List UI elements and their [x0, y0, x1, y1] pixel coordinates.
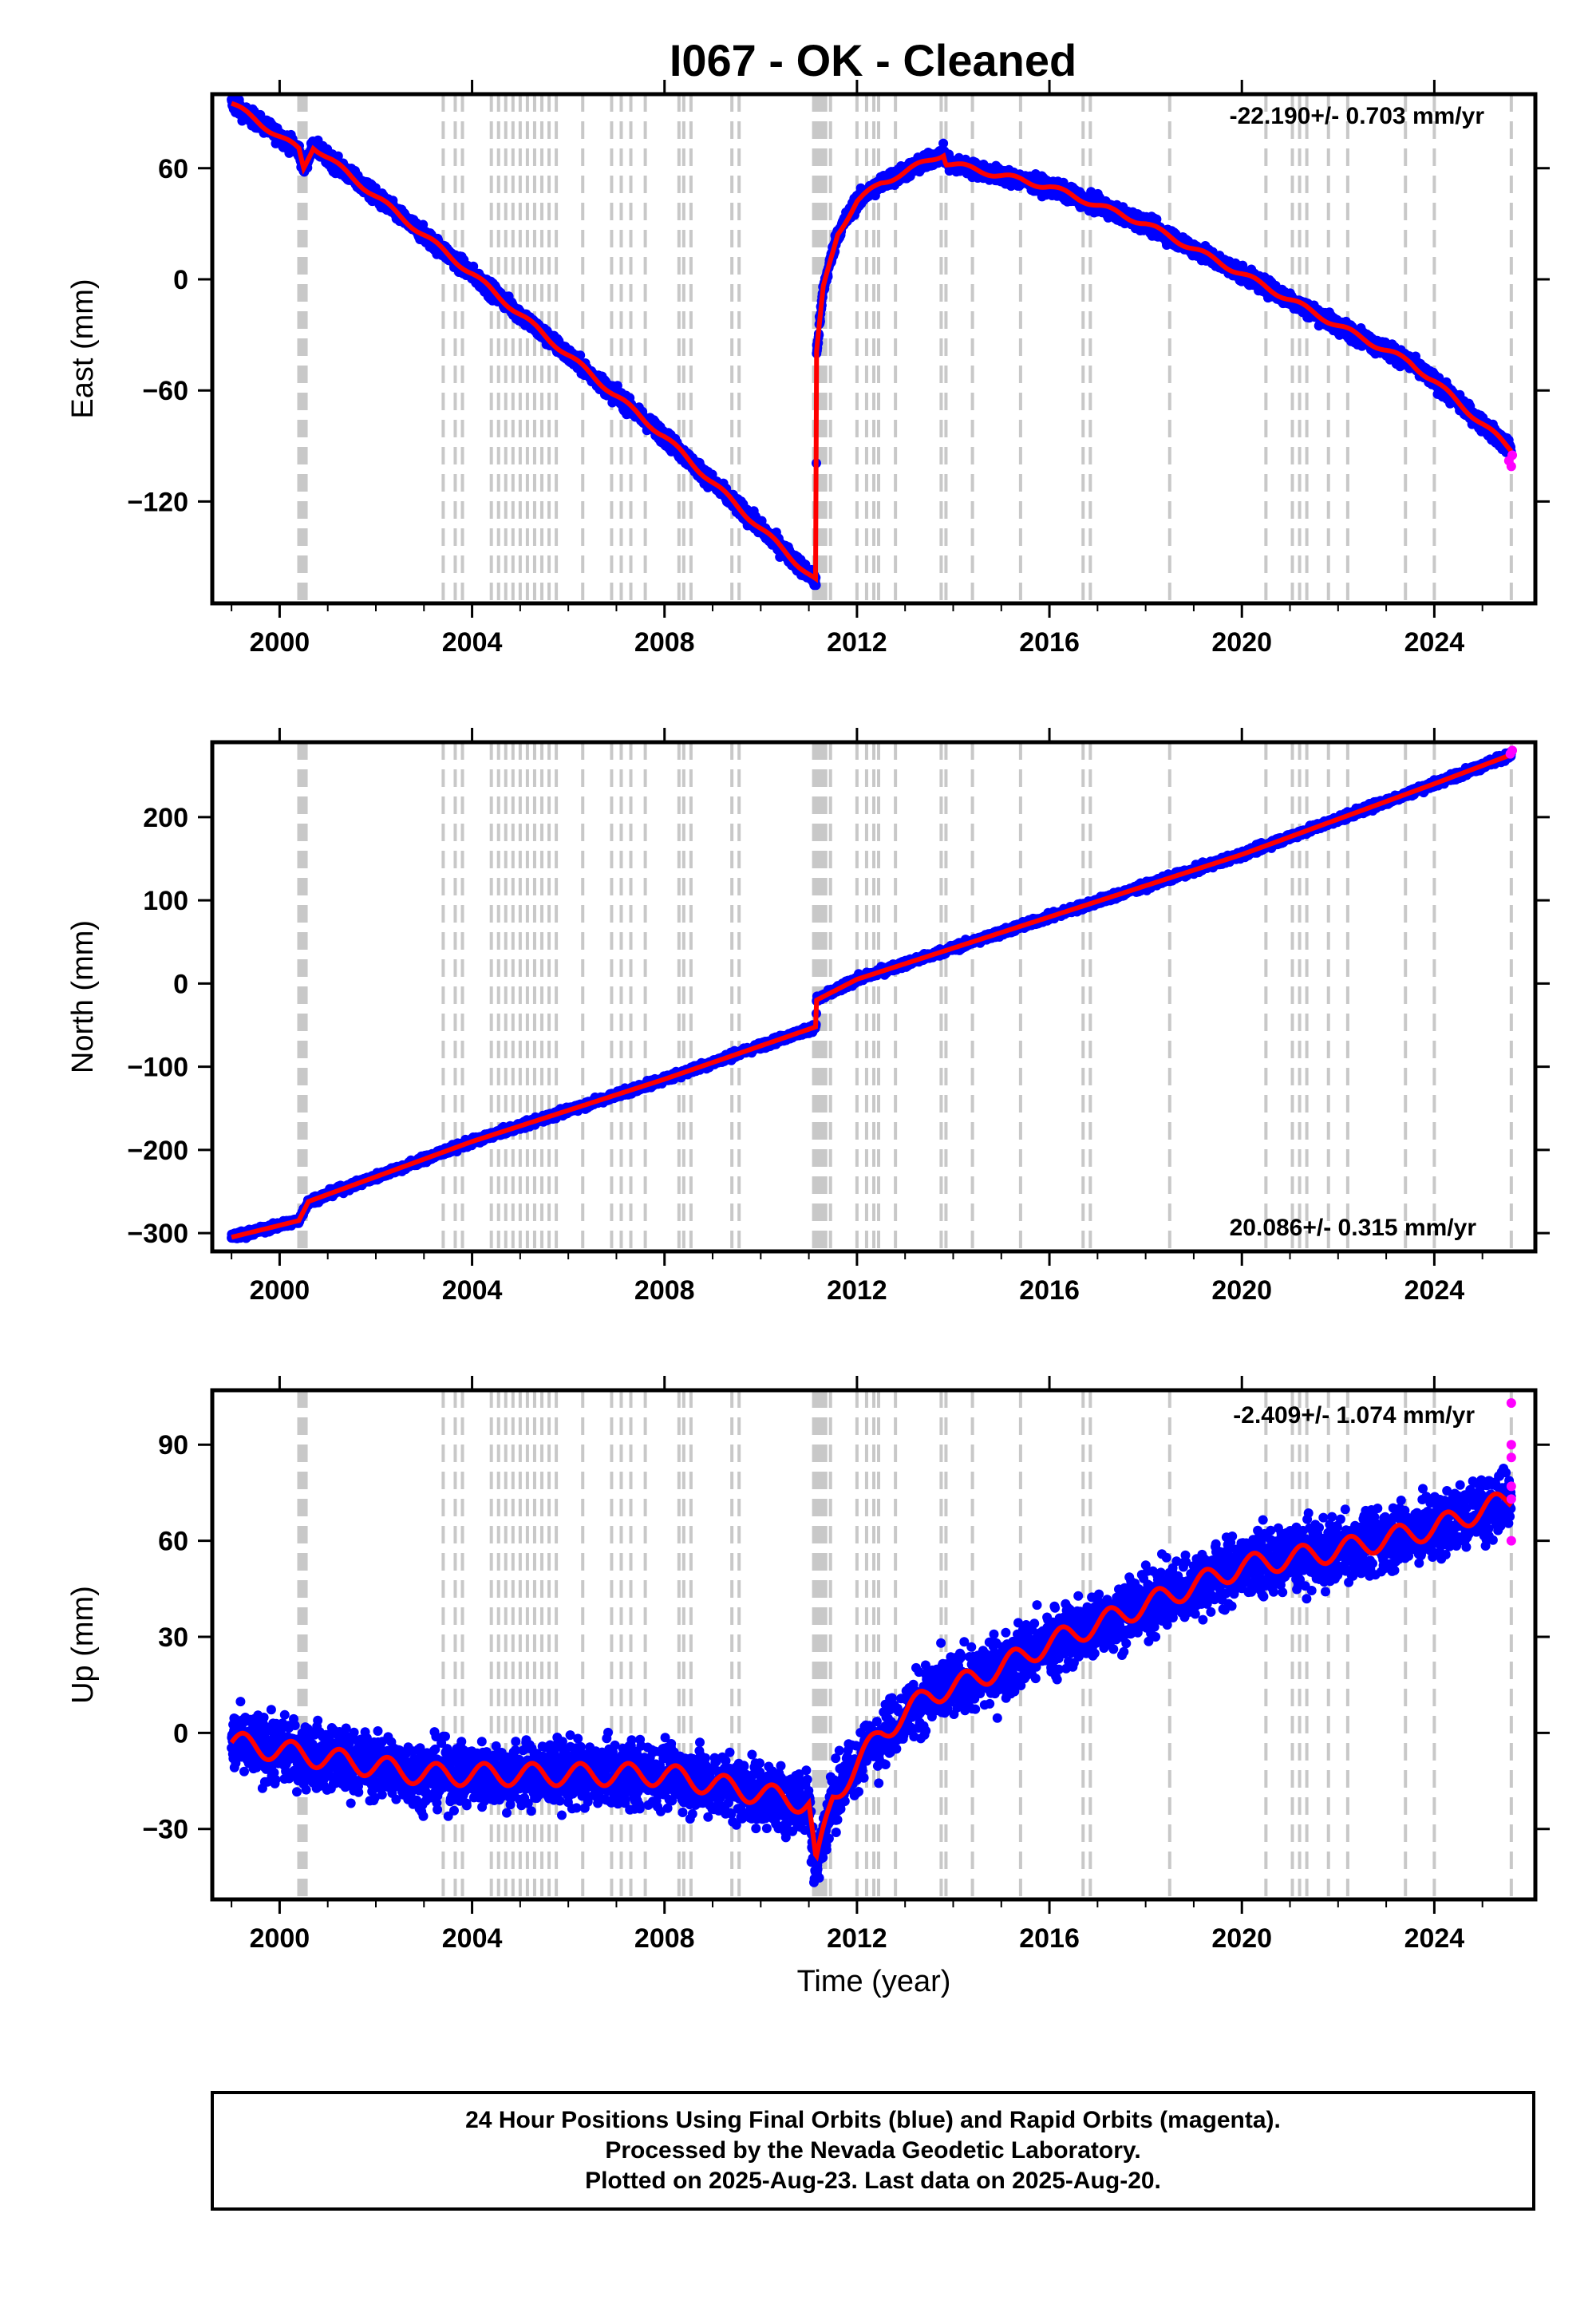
y-axis-label: East (mm): [66, 279, 100, 418]
x-tick-label: 2024: [1404, 627, 1465, 658]
north-panel: 2000 2004 2008 2012 2016 2020 20242001000−100−…: [66, 728, 1550, 1306]
y-tick-label: 0: [173, 265, 188, 295]
model-curve: [231, 101, 1514, 583]
velocity-annotation: -22.190+/- 0.703 mm/yr: [1230, 103, 1485, 129]
data-point: [811, 580, 821, 591]
x-tick-label: 2008: [634, 627, 695, 658]
east-panel: 2000 2004 2008 2012 2016 2020 2024 60 0 −60 −120 Ea…: [66, 80, 1550, 658]
y-tick-label: −60: [142, 376, 188, 406]
x-tick-label: 2012: [827, 627, 887, 658]
rapid-orbit-point: [1506, 461, 1516, 472]
data-point: [575, 350, 586, 361]
x-tick-label: 2020: [1211, 627, 1272, 658]
figure-title: I067 - OK - Cleaned: [670, 35, 1077, 85]
rapid-orbit-point: [1507, 450, 1518, 460]
x-tick-label: 2016: [1019, 627, 1080, 658]
y-tick-label: −120: [127, 487, 188, 517]
final-orbit-points: [227, 94, 1516, 591]
y-tick-label: 60: [158, 154, 188, 184]
x-tick-label: 2000: [250, 627, 310, 658]
x-tick-label: 2004: [442, 627, 503, 658]
data-point: [612, 381, 622, 391]
